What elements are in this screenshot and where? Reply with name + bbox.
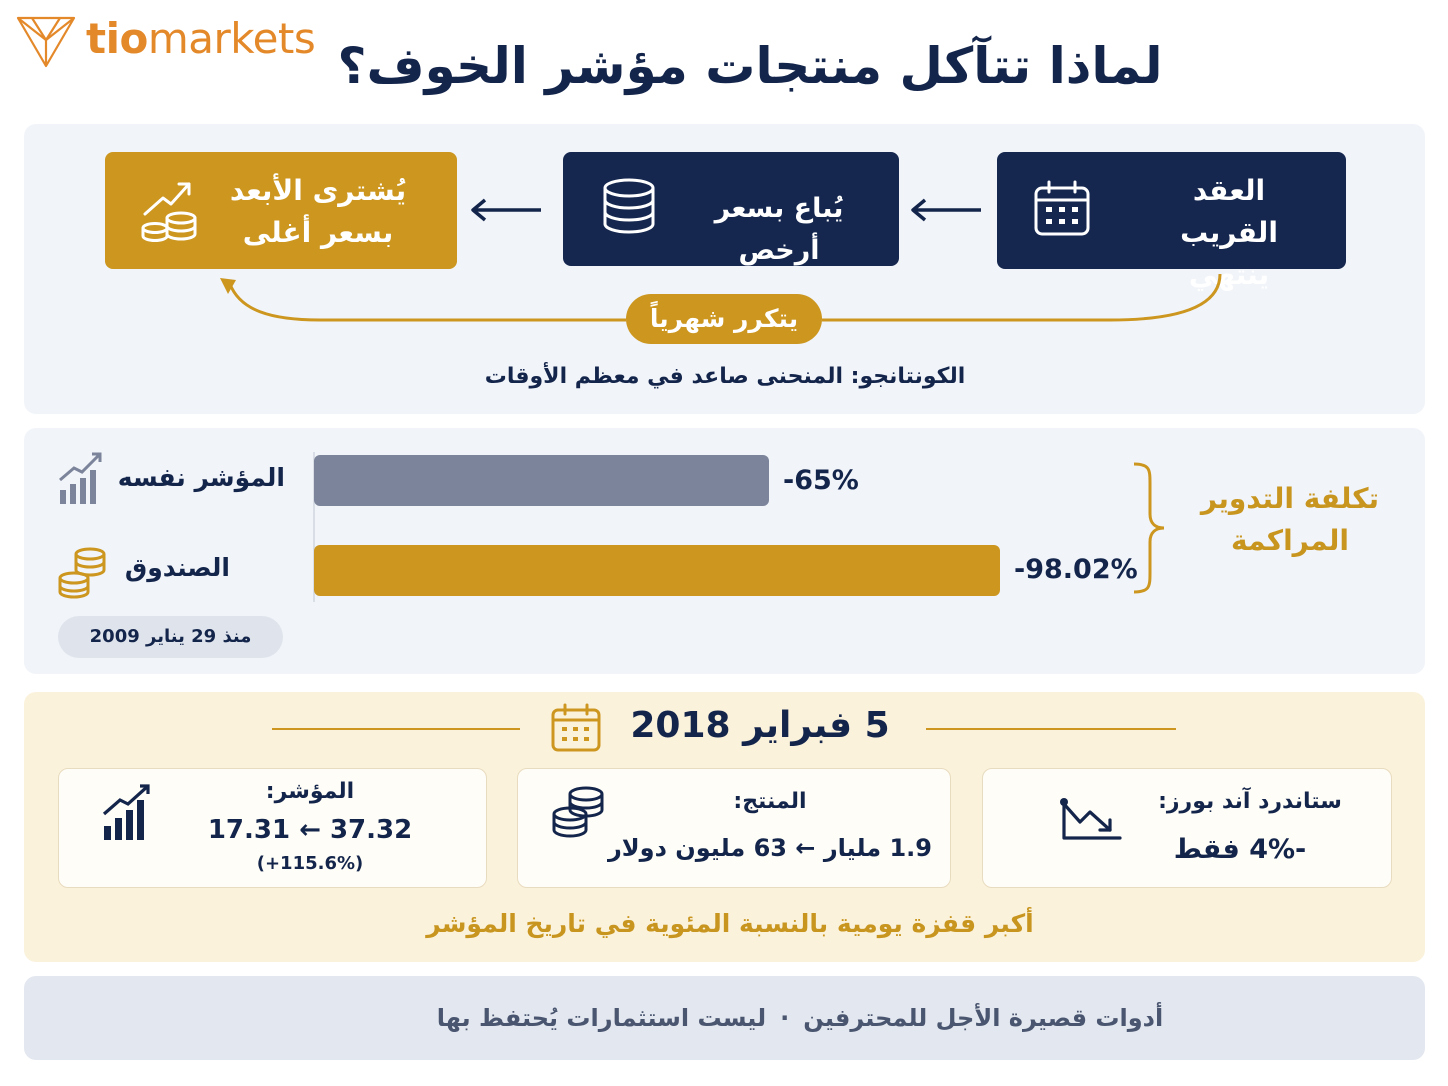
footer-panel	[24, 976, 1425, 1060]
brand-name: tiomarkets	[86, 14, 316, 64]
contango-note: الكونتانجو: المنحنى صاعد في معظم الأوقات	[484, 364, 966, 389]
coins-growth-icon	[141, 182, 197, 242]
brand-name-part2: markets	[147, 14, 316, 63]
step-buy-farther-label: يُشترى الأبعد بسعر أغلى	[223, 170, 413, 254]
bar-chart-icon	[102, 784, 150, 840]
repeat-monthly-pill: يتكرر شهرياً	[626, 294, 822, 344]
bar-fund-decay	[314, 545, 1000, 596]
card-index-percent: (+115.6%)	[256, 853, 364, 874]
card-product-label: المنتج:	[733, 789, 807, 814]
calendar-icon	[1034, 180, 1090, 236]
curly-brace	[1133, 462, 1165, 594]
card-product-value: 1.9 مليار ← 63 مليون دولار	[607, 834, 932, 862]
event-date: 5 فبراير 2018	[630, 705, 890, 746]
step-sell-cheaper: يُباع بسعر أرخص	[563, 152, 899, 266]
step-buy-farther-line1: يُشترى الأبعد	[229, 174, 407, 207]
step-buy-farther-expensive: يُشترى الأبعد بسعر أغلى	[105, 152, 457, 269]
bar-index-decay	[314, 455, 769, 506]
bar-axis-line	[313, 452, 315, 602]
date-divider-right	[926, 728, 1176, 730]
page-title: لماذا تتآكل منتجات مؤشر الخوف؟	[337, 37, 1163, 95]
step-near-contract-label: العقد القريب ينتهي	[1144, 170, 1314, 296]
step-near-contract-line1: العقد القريب	[1180, 174, 1278, 249]
card-index-label: المؤشر:	[265, 779, 355, 804]
calendar-icon	[551, 703, 601, 752]
bar-index-value: -65%	[783, 465, 859, 496]
trend-down-icon	[1060, 798, 1122, 840]
footer-part2: ليست استثمارات يُحتفظ بها	[436, 1004, 767, 1032]
step-near-contract-expires: العقد القريب ينتهي	[997, 152, 1346, 291]
footer-part1: أدوات قصيرة الأجل للمحترفين	[803, 1004, 1164, 1032]
card-sp500-label: ستاندرد آند بورز:	[1158, 789, 1342, 814]
card-sp500	[982, 768, 1392, 888]
step-near-contract-line2: ينتهي	[1188, 258, 1270, 291]
since-date-pill: منذ 29 يناير 2009	[58, 616, 283, 658]
row-label-index: المؤشر نفسه	[117, 463, 285, 492]
date-divider-left	[272, 728, 520, 730]
rolling-cost-title-line2: المراكمة	[1231, 524, 1349, 557]
arrow-left-icon	[471, 198, 541, 222]
card-sp500-value: -4% فقط	[1173, 834, 1307, 865]
card-index-value: 17.31 ← 37.32	[207, 815, 413, 845]
bar-chart-icon	[59, 452, 102, 504]
bar-fund-value: -98.02%	[1014, 554, 1138, 585]
rolling-cost-title: تكلفة التدوير المراكمة	[1190, 478, 1390, 562]
brand-name-part1: tio	[86, 14, 148, 63]
step-buy-farther-line2: بسعر أغلى	[242, 216, 394, 249]
arrow-left-icon	[911, 198, 981, 222]
coins-stack-icon	[58, 547, 106, 599]
footer-separator: ·	[780, 1004, 790, 1032]
coins-stack-icon	[552, 786, 604, 838]
brand-logo	[14, 10, 324, 70]
largest-jump-note: أكبر قفزة يومية بالنسبة المئوية في تاريخ…	[426, 909, 1034, 938]
repeat-cycle-arc	[220, 273, 1222, 322]
row-label-fund: الصندوق	[124, 553, 230, 582]
rolling-cost-title-line1: تكلفة التدوير	[1200, 482, 1380, 515]
step-sell-cheaper-label: يُباع بسعر أرخص	[714, 193, 844, 266]
coins-stack-icon	[603, 178, 655, 234]
logo-mark-icon	[16, 16, 76, 68]
footer-note: أدوات قصيرة الأجل للمحترفين · ليست استثمار…	[300, 996, 1300, 1040]
